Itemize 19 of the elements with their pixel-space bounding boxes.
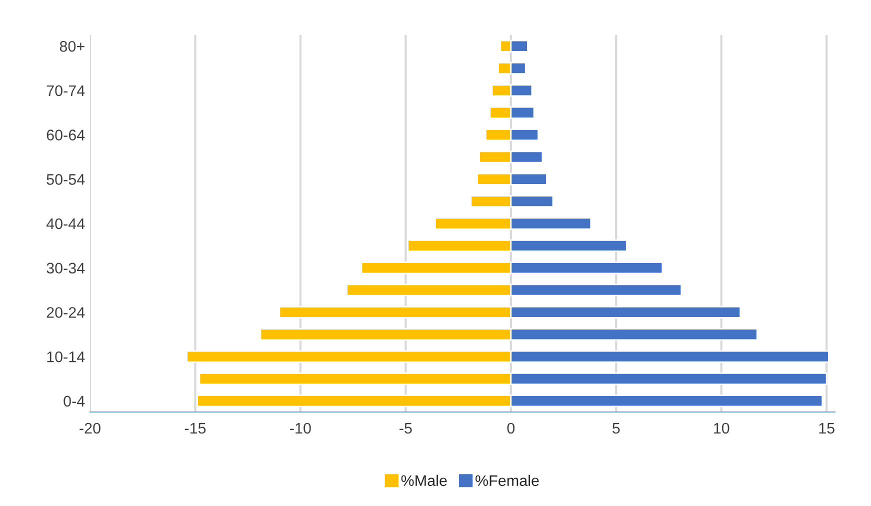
x-tick-label: 15 [819, 422, 834, 434]
x-tick-label: -5 [400, 422, 412, 434]
y-tick-label: 40-44 [46, 218, 85, 230]
legend-label: %Male [401, 474, 447, 486]
x-tick-label: -10 [290, 422, 311, 434]
y-tick-label: 10-14 [47, 351, 85, 362]
y-tick-label: 20-24 [46, 307, 85, 318]
x-tick-label: -20 [80, 422, 100, 434]
y-tick-label: 50-54 [46, 174, 85, 185]
y-tick-label: 70-74 [46, 85, 85, 96]
y-tick-label: 80+ [60, 40, 84, 52]
x-tick-label: -15 [184, 422, 206, 434]
x-tick-label: 5 [612, 422, 620, 434]
y-tick-label: 30-34 [46, 262, 85, 274]
x-tick-label: 0 [507, 422, 515, 434]
y-tick-label: 0-4 [64, 396, 85, 407]
legend-label: %Female [476, 474, 539, 486]
x-tick-label: 10 [714, 422, 730, 434]
y-tick-label: 60-64 [46, 130, 85, 140]
